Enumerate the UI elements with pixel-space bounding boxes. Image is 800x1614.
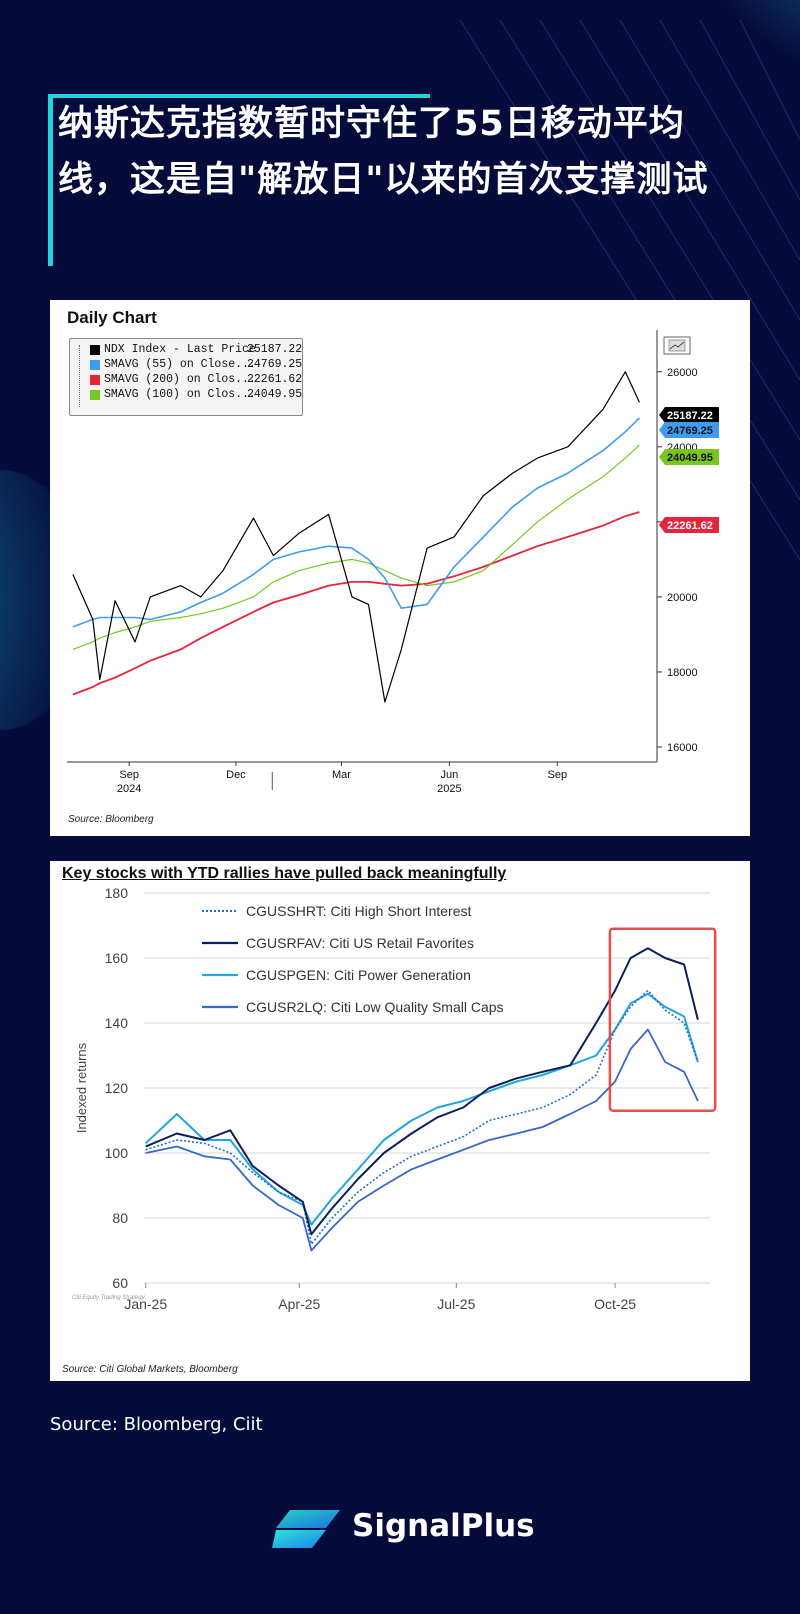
- y-tick-label: 26000: [667, 367, 698, 379]
- axis-value-label: 25187.22: [667, 410, 713, 422]
- signalplus-logo-icon: [272, 1510, 340, 1548]
- x-tick-label: Apr-25: [278, 1296, 320, 1312]
- chart1-source: Source: Bloomberg: [68, 814, 154, 825]
- legend-swatch: [90, 360, 100, 370]
- title-accent-bar: [48, 94, 430, 98]
- year-label: 2024: [117, 783, 141, 795]
- legend-name: SMAVG (100) on Clos...: [104, 388, 256, 401]
- axis-value-tag: [659, 422, 719, 438]
- page-source: Source: Bloomberg, Ciit: [50, 1414, 263, 1435]
- y-tick-label: 60: [112, 1275, 128, 1291]
- y-tick-label: 80: [112, 1210, 128, 1226]
- x-tick-label: Oct-25: [594, 1296, 636, 1312]
- chart1-plot: 260002400022000200001800016000SepDecMarJ…: [67, 330, 719, 795]
- axis-value-tag: [659, 517, 719, 533]
- legend-swatch: [90, 390, 100, 400]
- y-tick-label: 16000: [667, 742, 698, 754]
- y-tick-label: 160: [105, 950, 129, 966]
- legend-label: CGUSR2LQ: Citi Low Quality Small Caps: [246, 999, 504, 1015]
- y-axis-label: Indexed returns: [74, 1042, 89, 1133]
- legend-value: 25187.22: [247, 343, 303, 356]
- legend-label: CGUSRFAV: Citi US Retail Favorites: [246, 935, 474, 951]
- watermark-text: Citi Equity Trading Strategy: [72, 1295, 146, 1301]
- legend-value: 24049.95: [247, 388, 303, 401]
- legend-name: SMAVG (55) on Close...: [104, 358, 256, 371]
- y-tick-label: 140: [105, 1015, 129, 1031]
- legend-label: CGUSSHRT: Citi High Short Interest: [246, 903, 471, 919]
- y-tick-label: 180: [105, 885, 129, 901]
- x-tick-label: Sep: [548, 769, 568, 781]
- y-tick-label: 100: [105, 1145, 129, 1161]
- legend-tree-lines: [79, 345, 86, 407]
- highlight-box: [608, 927, 717, 1112]
- x-tick-label: Sep: [119, 769, 139, 781]
- chart2-plot: 180 160 140 120 100 80 60 Indexed returns Jan-25…: [72, 885, 717, 1312]
- axis-value-label: 22261.62: [667, 520, 713, 532]
- y-tick-label: 120: [105, 1080, 129, 1096]
- legend-swatch: [90, 375, 100, 385]
- legend-name: SMAVG (200) on Clos...: [104, 373, 256, 386]
- series-line-2: [145, 992, 699, 1226]
- series-line-0: [72, 371, 640, 703]
- chart1-title: Daily Chart: [67, 308, 157, 327]
- year-label: 2025: [437, 783, 461, 795]
- x-tick-label: Jul-25: [437, 1296, 475, 1312]
- series-line-0: [145, 989, 699, 1245]
- chart2-source: Source: Citi Global Markets, Bloomberg: [62, 1364, 238, 1375]
- series-line-1: [72, 417, 640, 628]
- legend-value: 24769.25: [247, 358, 303, 371]
- chart2-title: Key stocks with YTD rallies have pulled …: [62, 865, 507, 882]
- series-line-3: [72, 444, 640, 650]
- axis-value-label: 24049.95: [667, 452, 713, 464]
- y-tick-label: 20000: [667, 592, 698, 604]
- page-title: 纳斯达克指数暂时守住了55日移动平均线，这是自"解放日"以来的首次支撑测试: [58, 104, 709, 200]
- axis-value-label: 24769.25: [667, 425, 713, 437]
- legend-name: NDX Index - Last Price: [104, 343, 256, 356]
- legend-value: 22261.62: [247, 373, 303, 386]
- x-tick-label: Jun: [441, 769, 459, 781]
- brand-name: SignalPlus: [352, 1508, 535, 1544]
- y-tick-label: 18000: [667, 667, 698, 679]
- brand-logo: SignalPlus: [270, 1500, 550, 1556]
- chart1-legend: NDX Index - Last Price 25187.22 SMAVG (5…: [69, 338, 303, 416]
- citi-chart-panel: Key stocks with YTD rallies have pulled …: [50, 861, 750, 1381]
- chart-settings-icon[interactable]: [663, 336, 691, 355]
- legend-label: CGUSPGEN: Citi Power Generation: [246, 967, 471, 983]
- series-line-1: [145, 947, 699, 1236]
- title-frame: [48, 94, 753, 266]
- series-line-3: [145, 1028, 699, 1252]
- x-tick-label: Mar: [332, 769, 351, 781]
- x-tick-label: Dec: [226, 769, 246, 781]
- axis-value-tag: [659, 407, 719, 423]
- axis-value-tag: [659, 449, 719, 465]
- x-tick-label: Jan-25: [124, 1296, 167, 1312]
- daily-chart-panel: Daily Chart 2600024000220002000018000160…: [50, 300, 750, 836]
- series-line-2: [72, 511, 640, 696]
- legend-swatch: [90, 345, 100, 355]
